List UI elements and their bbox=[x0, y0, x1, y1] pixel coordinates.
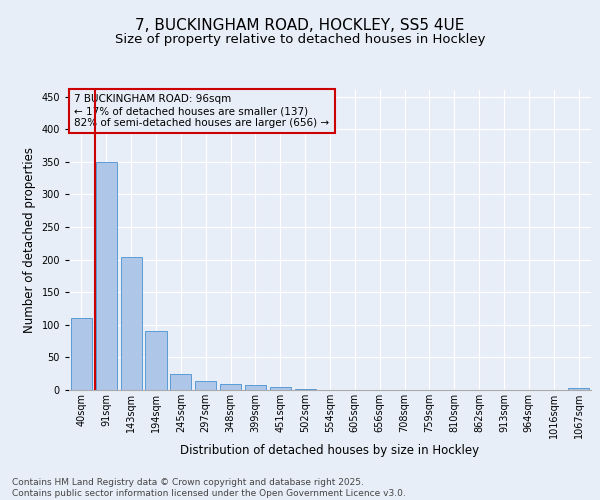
Bar bbox=[245, 385, 266, 390]
Bar bbox=[170, 374, 191, 390]
Bar bbox=[195, 381, 216, 390]
Bar bbox=[220, 384, 241, 390]
Bar bbox=[270, 386, 291, 390]
Text: Size of property relative to detached houses in Hockley: Size of property relative to detached ho… bbox=[115, 32, 485, 46]
Text: 7 BUCKINGHAM ROAD: 96sqm
← 17% of detached houses are smaller (137)
82% of semi-: 7 BUCKINGHAM ROAD: 96sqm ← 17% of detach… bbox=[74, 94, 329, 128]
Bar bbox=[121, 257, 142, 390]
X-axis label: Distribution of detached houses by size in Hockley: Distribution of detached houses by size … bbox=[181, 444, 479, 456]
Bar bbox=[568, 388, 589, 390]
Y-axis label: Number of detached properties: Number of detached properties bbox=[23, 147, 36, 333]
Bar bbox=[71, 318, 92, 390]
Text: Contains HM Land Registry data © Crown copyright and database right 2025.
Contai: Contains HM Land Registry data © Crown c… bbox=[12, 478, 406, 498]
Text: 7, BUCKINGHAM ROAD, HOCKLEY, SS5 4UE: 7, BUCKINGHAM ROAD, HOCKLEY, SS5 4UE bbox=[136, 18, 464, 32]
Bar bbox=[96, 162, 117, 390]
Bar bbox=[145, 332, 167, 390]
